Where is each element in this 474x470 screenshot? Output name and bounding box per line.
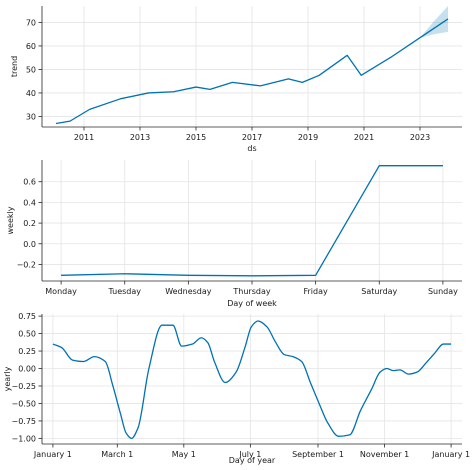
- x-tick-label: Thursday: [232, 287, 270, 296]
- y-tick-label: 0.2: [23, 219, 36, 228]
- y-tick-label: 60: [26, 42, 36, 51]
- trend-line: [55, 18, 449, 125]
- x-axis-label: Day of week: [227, 299, 277, 308]
- x-tick-label: March 1: [101, 450, 133, 459]
- x-axis-label: Day of year: [229, 456, 276, 465]
- y-tick-label: −0.75: [11, 417, 36, 426]
- x-tick-label: September 1: [292, 450, 344, 459]
- x-tick-label: July 1: [238, 450, 261, 459]
- x-tick-label: Monday: [45, 287, 77, 296]
- x-tick-label: May 1: [172, 450, 196, 459]
- x-tick-label: 2019: [298, 133, 318, 142]
- x-tick-label: Friday: [304, 287, 329, 296]
- y-tick-label: −1.00: [11, 434, 36, 443]
- y-tick-label: 0.00: [18, 365, 36, 374]
- x-tick-label: Tuesday: [107, 287, 141, 296]
- x-tick-label: Wednesday: [165, 287, 212, 296]
- x-tick-label: 2023: [410, 133, 430, 142]
- y-axis-label: trend: [10, 56, 19, 77]
- x-tick-label: January 1: [33, 450, 72, 459]
- y-tick-label: 40: [26, 89, 36, 98]
- yearly-line: [52, 320, 452, 440]
- x-tick-label: Sunday: [428, 287, 458, 296]
- weekly-line: [61, 165, 443, 277]
- y-tick-label: 30: [26, 112, 36, 121]
- chart-panel-yearly: January 1 March 1 May 1 July 1 September 1 No…: [3, 312, 470, 465]
- y-tick-label: 0.0: [23, 240, 36, 249]
- y-tick-label: −0.2: [17, 260, 36, 269]
- y-tick-label: 0.50: [18, 330, 36, 339]
- x-axis-label: ds: [247, 144, 256, 153]
- y-tick-label: 0.4: [23, 198, 36, 207]
- x-tick-label: 2011: [74, 133, 94, 142]
- chart-panel-weekly: Monday Tuesday Wednesday Thursday Friday Satu…: [6, 160, 462, 308]
- y-tick-label: 0.6: [23, 178, 36, 187]
- x-tick-label: 2017: [242, 133, 262, 142]
- uncertainty-band: [420, 6, 448, 38]
- y-tick-label: −0.50: [11, 399, 36, 408]
- y-axis-label: yearly: [3, 366, 12, 391]
- y-tick-label: 0.75: [18, 312, 36, 321]
- y-tick-label: −0.25: [11, 382, 36, 391]
- x-tick-label: 2015: [186, 133, 206, 142]
- y-tick-label: 70: [26, 18, 36, 27]
- y-axis-label: weekly: [6, 206, 15, 234]
- y-tick-label: 50: [26, 65, 36, 74]
- chart-panel-trend: 2011 2013 2015 2017 2019 2021 2023 30 40 50 60 70 ds…: [10, 6, 462, 153]
- x-tick-label: 2013: [130, 133, 150, 142]
- x-tick-label: November 1: [360, 450, 409, 459]
- x-tick-label: 2021: [354, 133, 374, 142]
- y-tick-label: 0.25: [18, 347, 36, 356]
- x-tick-label: January 1: [431, 450, 470, 459]
- x-tick-label: Saturday: [361, 287, 397, 296]
